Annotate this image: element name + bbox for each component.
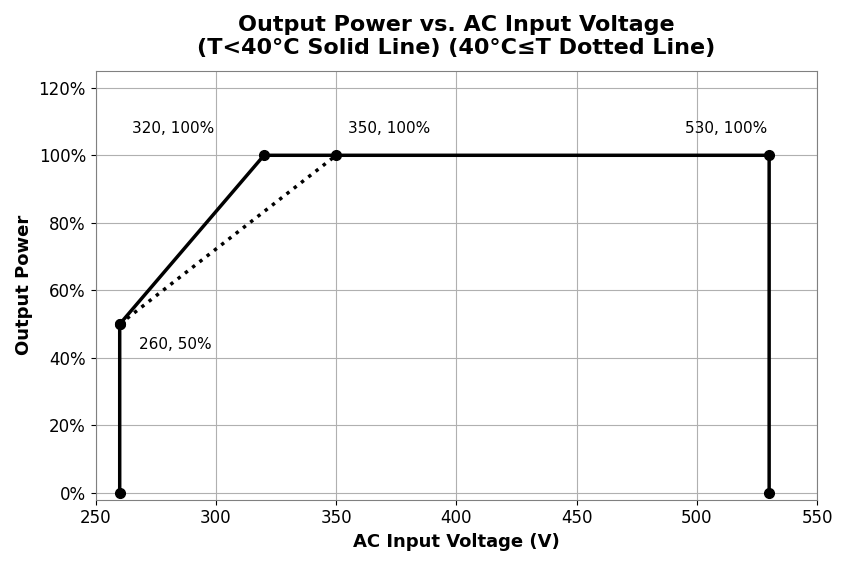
Title: Output Power vs. AC Input Voltage
(T<40°C Solid Line) (40°C≤T Dotted Line): Output Power vs. AC Input Voltage (T<40°… bbox=[198, 15, 716, 58]
X-axis label: AC Input Voltage (V): AC Input Voltage (V) bbox=[353, 533, 560, 551]
Y-axis label: Output Power: Output Power bbox=[15, 215, 33, 355]
Text: 320, 100%: 320, 100% bbox=[131, 121, 214, 136]
Text: 350, 100%: 350, 100% bbox=[349, 121, 431, 136]
Text: 260, 50%: 260, 50% bbox=[139, 337, 211, 352]
Text: 530, 100%: 530, 100% bbox=[685, 121, 767, 136]
